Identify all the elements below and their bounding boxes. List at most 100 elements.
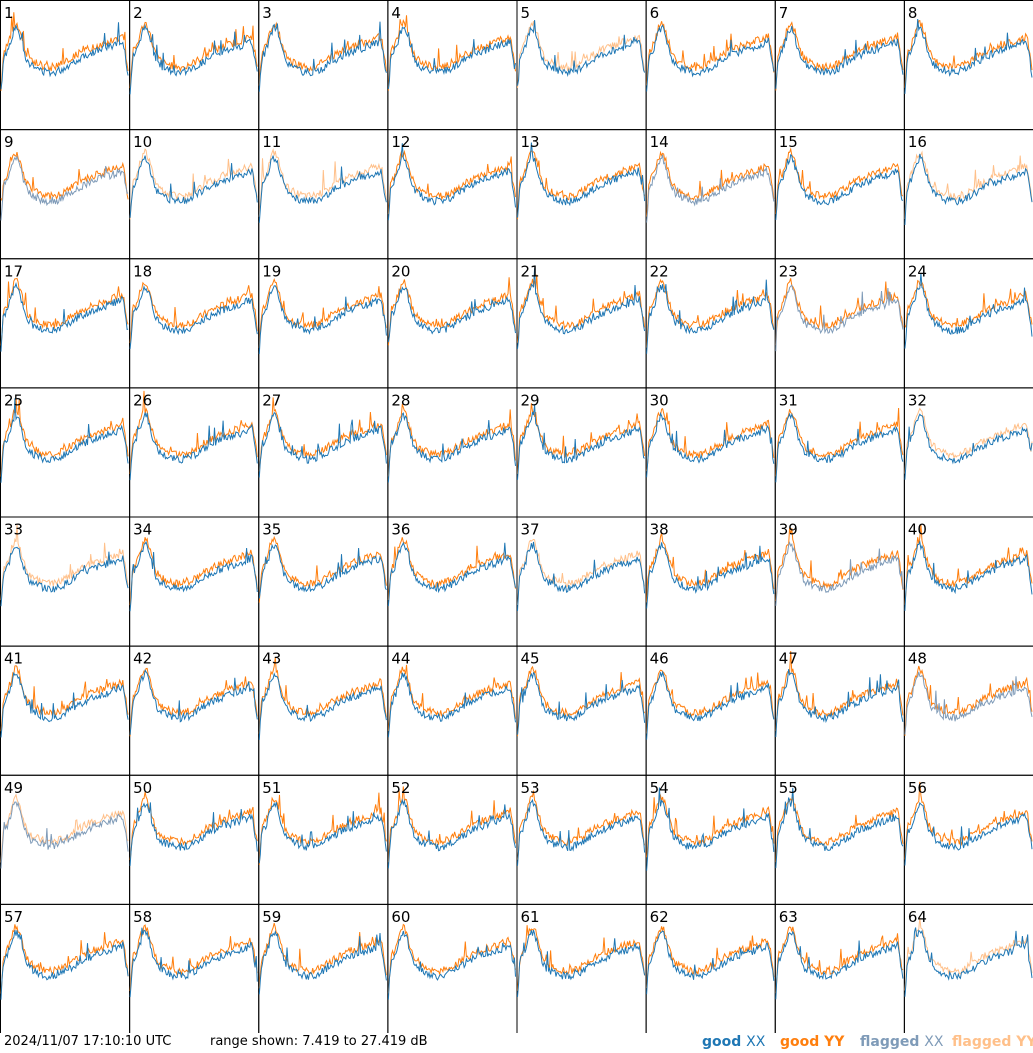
panel-56: 56 <box>903 774 1033 905</box>
panel-35: 35 <box>258 516 389 647</box>
xx-series-line <box>904 18 1033 94</box>
yy-series-line <box>258 792 387 865</box>
yy-series-line <box>646 669 775 734</box>
xx-series-line <box>646 24 775 92</box>
panel-number-label: 20 <box>391 262 410 280</box>
panel-number-label: 33 <box>4 521 23 539</box>
xx-series-line <box>775 541 904 606</box>
panel-number-label: 48 <box>908 650 927 668</box>
panel-number-label: 7 <box>779 4 789 22</box>
panel-47: 47 <box>774 645 905 776</box>
yy-series-line <box>258 278 387 348</box>
panel-number-label: 26 <box>133 391 152 409</box>
legend-good-yy-label: YY <box>824 1034 845 1050</box>
panel-9: 9 <box>0 129 131 260</box>
panel-4: 4 <box>387 0 518 131</box>
yy-series-line <box>646 21 775 86</box>
panel-frame <box>645 0 776 131</box>
panel-17: 17 <box>0 258 131 389</box>
panel-number-label: 53 <box>521 779 540 797</box>
yy-series-line <box>387 537 516 601</box>
panel-54: 54 <box>645 774 776 905</box>
panel-42: 42 <box>129 645 260 776</box>
panel-number-label: 27 <box>262 391 281 409</box>
xx-series-line <box>387 412 516 483</box>
xx-series-line <box>258 285 387 355</box>
panel-number-label: 21 <box>521 262 540 280</box>
panel-number-label: 49 <box>4 779 23 797</box>
xx-series-line <box>0 155 129 221</box>
xx-series-line <box>775 930 904 1000</box>
panel-26: 26 <box>129 387 260 518</box>
xx-series-line <box>258 672 387 740</box>
xx-series-line <box>387 672 516 738</box>
panel-number-label: 32 <box>908 391 927 409</box>
panel-number-label: 40 <box>908 521 927 539</box>
yy-series-line <box>129 390 258 475</box>
xx-series-line <box>517 20 646 86</box>
xx-series-line <box>904 273 1033 349</box>
yy-series-line <box>129 667 258 737</box>
yy-series-line <box>517 403 646 474</box>
panel-15: 15 <box>774 129 905 260</box>
legend-good-yy-prefix: good <box>780 1034 820 1050</box>
yy-series-line <box>646 150 775 217</box>
xx-series-line <box>129 802 258 866</box>
xx-series-line <box>129 155 258 218</box>
xx-series-line <box>775 412 904 483</box>
xx-series-line <box>646 670 775 740</box>
panel-number-label: 15 <box>779 133 798 151</box>
yy-series-line <box>258 922 387 989</box>
panel-28: 28 <box>387 387 518 518</box>
xx-series-line <box>0 930 129 1000</box>
yy-series-line <box>517 274 646 343</box>
panel-number-label: 14 <box>650 133 669 151</box>
legend-flagged-xx-prefix: flagged <box>860 1034 920 1050</box>
yy-series-line <box>0 665 129 732</box>
panel-number-label: 35 <box>262 521 281 539</box>
xx-series-line <box>258 930 387 995</box>
xx-series-line <box>387 930 516 1000</box>
panel-number-label: 63 <box>779 908 798 926</box>
yy-series-line <box>904 665 1033 736</box>
yy-series-line <box>387 786 516 863</box>
panel-12: 12 <box>387 129 518 260</box>
panel-50: 50 <box>129 774 260 905</box>
panel-14: 14 <box>645 129 776 260</box>
panel-number-label: 36 <box>391 521 410 539</box>
panel-number-label: 56 <box>908 779 927 797</box>
panel-number-label: 37 <box>521 521 540 539</box>
yy-series-line <box>904 407 1033 474</box>
panel-number-label: 59 <box>262 908 281 926</box>
panel-59: 59 <box>258 903 389 1033</box>
legend-good-yy: good YY <box>780 1034 844 1050</box>
panel-29: 29 <box>516 387 647 518</box>
yy-series-line <box>775 21 904 91</box>
panel-38: 38 <box>645 516 776 647</box>
yy-series-line <box>646 407 775 472</box>
yy-series-line <box>0 12 129 91</box>
panel-number-label: 13 <box>521 133 540 151</box>
xx-series-line <box>646 154 775 223</box>
panel-11: 11 <box>258 129 389 260</box>
panel-1: 1 <box>0 0 131 131</box>
yy-series-line <box>646 793 775 858</box>
panel-number-label: 17 <box>4 262 23 280</box>
panel-34: 34 <box>129 516 260 647</box>
panel-number-label: 2 <box>133 4 143 22</box>
xx-series-line <box>0 546 129 607</box>
xx-series-line <box>129 540 258 612</box>
yy-series-line <box>0 397 129 477</box>
panel-number-label: 51 <box>262 779 281 797</box>
panel-number-label: 10 <box>133 133 152 151</box>
panel-number-label: 58 <box>133 908 152 926</box>
xx-series-line <box>775 669 904 738</box>
panel-60: 60 <box>387 903 518 1033</box>
legend-flagged-yy-prefix: flagged <box>952 1034 1012 1050</box>
panel-number-label: 62 <box>650 908 669 926</box>
panel-3: 3 <box>258 0 389 131</box>
panel-number-label: 45 <box>521 650 540 668</box>
panel-25: 25 <box>0 387 131 518</box>
xx-series-line <box>775 153 904 221</box>
panel-16: 16 <box>903 129 1033 260</box>
